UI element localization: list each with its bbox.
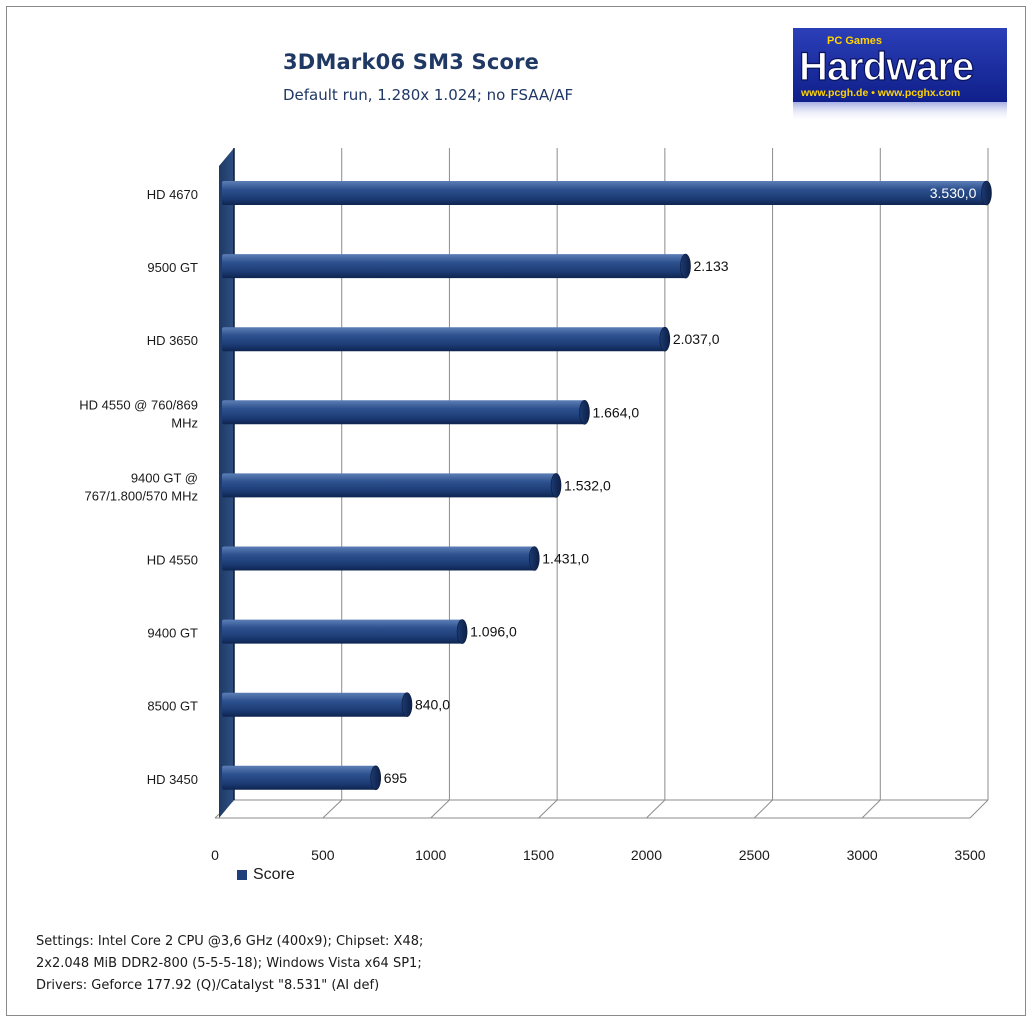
data-label: 1.096,0 bbox=[470, 624, 517, 640]
bar-end-cap bbox=[528, 546, 540, 571]
gridline-floor bbox=[322, 799, 343, 819]
bar bbox=[222, 765, 376, 790]
x-tick-label: 1000 bbox=[415, 847, 446, 863]
notes-line-2: 2x2.048 MiB DDR2-800 (5-5-5-18); Windows… bbox=[36, 956, 422, 971]
category-label-line: 9500 GT bbox=[147, 260, 198, 275]
bar-end-cap bbox=[550, 473, 562, 498]
bar bbox=[222, 546, 535, 571]
category-label-line: HD 4670 bbox=[147, 187, 198, 202]
data-label: 2.133 bbox=[694, 258, 729, 274]
data-label: 1.532,0 bbox=[564, 477, 611, 493]
x-tick-labels: 0 500 1000 1500 2000 2500 3000 3500 bbox=[211, 847, 986, 863]
gridline-floor bbox=[538, 799, 558, 819]
bar-end-cap bbox=[680, 253, 691, 279]
category-labels: HD 4670 9500 GT HD 3650 HD 4550 @ 760/869 MH… bbox=[79, 187, 198, 787]
category-label-line: HD 4550 bbox=[147, 553, 198, 568]
data-label: 695 bbox=[384, 770, 408, 786]
category-label-line: 8500 GT bbox=[147, 699, 198, 714]
x-tick-label: 3000 bbox=[847, 847, 878, 863]
bar bbox=[222, 181, 987, 205]
category-label: 9400 GT @ 767/1.800/570 MHz bbox=[85, 470, 198, 503]
legend-label: Score bbox=[253, 866, 295, 883]
notes-line-1: Settings: Intel Core 2 CPU @3,6 GHz (400… bbox=[36, 934, 424, 949]
x-tick-label: 2500 bbox=[739, 847, 770, 863]
category-label: 9400 GT bbox=[147, 626, 198, 641]
category-label-line: 767/1.800/570 MHz bbox=[85, 488, 198, 503]
gridline-floor bbox=[861, 799, 881, 819]
category-label: 8500 GT bbox=[147, 699, 198, 714]
gridline-floor bbox=[753, 799, 773, 819]
bar bbox=[222, 692, 407, 717]
legend: Score bbox=[237, 866, 295, 884]
data-label: 2.037,0 bbox=[673, 331, 720, 347]
bar bbox=[222, 327, 665, 352]
x-tick-label: 1500 bbox=[523, 847, 554, 863]
category-label-line: HD 3650 bbox=[147, 333, 198, 348]
data-label: 1.664,0 bbox=[592, 404, 639, 420]
logo-top-text: PC Games bbox=[827, 35, 882, 47]
bar-end-cap bbox=[981, 180, 992, 206]
x-tick-label: 0 bbox=[211, 847, 219, 863]
logo-main-text: Hardware bbox=[799, 45, 973, 89]
bar-end-cap bbox=[659, 326, 671, 352]
bar-end-cap bbox=[456, 619, 468, 644]
gridline-floor bbox=[969, 799, 989, 819]
category-label: 9500 GT bbox=[147, 260, 198, 275]
chart-frame bbox=[6, 6, 1026, 1016]
bar bbox=[222, 619, 463, 644]
category-label-line: MHz bbox=[171, 415, 198, 430]
logo-url-text: www.pcgh.de • www.pcghx.com bbox=[800, 87, 960, 99]
data-label: 840,0 bbox=[415, 697, 450, 713]
category-label: HD 3650 bbox=[147, 333, 198, 348]
category-label: HD 4670 bbox=[147, 187, 198, 202]
x-tick-label: 2000 bbox=[631, 847, 662, 863]
category-label-line: HD 4550 @ 760/869 bbox=[79, 397, 198, 412]
legend-swatch bbox=[237, 870, 247, 880]
pcgh-logo: PC Games Hardware www.pcgh.de • www.pcgh… bbox=[793, 28, 1007, 122]
x-tick-label: 500 bbox=[311, 847, 335, 863]
data-labels: 3.530,0 2.133 2.037,0 1.664,0 1.532,0 1.431,0… bbox=[384, 185, 977, 786]
category-label: HD 3450 bbox=[147, 772, 198, 787]
bar-end-cap bbox=[579, 399, 590, 425]
data-label: 3.530,0 bbox=[930, 185, 977, 201]
notes-line-3: Drivers: Geforce 177.92 (Q)/Catalyst "8.… bbox=[36, 978, 380, 993]
gridline-floor bbox=[646, 799, 666, 819]
bar bbox=[222, 473, 557, 498]
gridline-floor bbox=[430, 799, 450, 819]
bar bbox=[222, 400, 585, 425]
category-label: HD 4550 @ 760/869 MHz bbox=[79, 397, 198, 430]
x-tick-label: 3500 bbox=[954, 847, 985, 863]
bar-end-cap bbox=[370, 765, 382, 791]
chart-subtitle: Default run, 1.280x 1.024; no FSAA/AF bbox=[283, 86, 574, 104]
chart-title: 3DMark06 SM3 Score bbox=[283, 50, 540, 74]
bar bbox=[222, 254, 686, 279]
bar-end-cap bbox=[401, 692, 413, 718]
category-label-line: 9400 GT bbox=[147, 626, 198, 641]
category-label: HD 4550 bbox=[147, 553, 198, 568]
settings-notes: Settings: Intel Core 2 CPU @3,6 GHz (400… bbox=[36, 931, 423, 997]
category-label-line: 9400 GT @ bbox=[131, 470, 198, 485]
data-label: 1.431,0 bbox=[542, 551, 589, 567]
category-label-line: HD 3450 bbox=[147, 772, 198, 787]
bars bbox=[222, 180, 992, 791]
